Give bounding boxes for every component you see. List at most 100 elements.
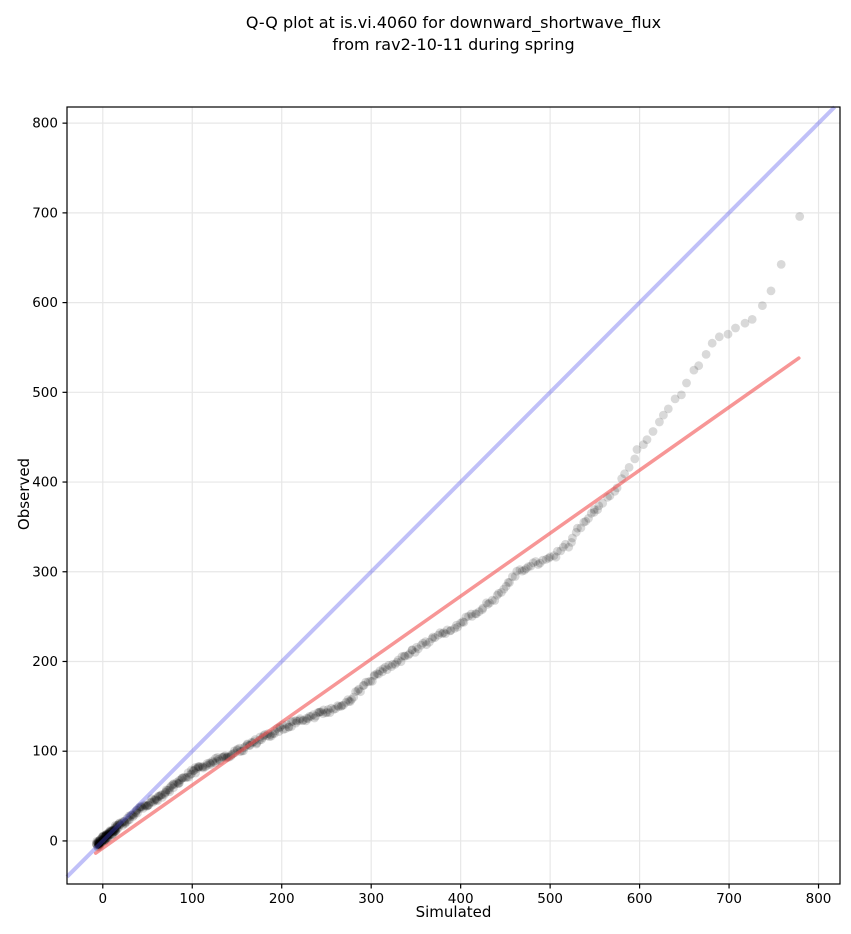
scatter-point: [594, 501, 604, 511]
scatter-point: [544, 553, 554, 563]
scatter-point: [353, 686, 363, 696]
scatter-point: [103, 834, 112, 843]
scatter-point: [112, 823, 121, 832]
scatter-point: [403, 650, 413, 660]
scatter-point: [413, 644, 423, 654]
y-axis-label: Observed: [15, 457, 33, 531]
scatter-point: [689, 365, 699, 375]
scatter-point: [184, 772, 194, 782]
scatter-point: [341, 698, 351, 707]
scatter-point: [101, 835, 111, 845]
scatter-point: [142, 801, 152, 811]
scatter-point: [112, 821, 122, 830]
scatter-point: [274, 727, 284, 736]
scatter-point: [154, 791, 163, 801]
scatter-point: [430, 633, 440, 642]
scatter-point: [520, 565, 529, 575]
scatter-point: [208, 758, 218, 767]
scatter-point: [94, 840, 104, 849]
scatter-point: [111, 826, 121, 836]
scatter-point: [105, 831, 114, 840]
y-tick-label: 100: [32, 744, 58, 760]
scatter-point: [94, 840, 104, 850]
scatter-point: [776, 260, 786, 269]
scatter-point: [758, 301, 767, 310]
scatter-point: [659, 410, 668, 420]
scatter-point: [182, 772, 192, 782]
scatter-point: [316, 707, 326, 717]
scatter-point: [147, 797, 156, 807]
scatter-point: [396, 657, 406, 667]
scatter-point: [99, 836, 109, 846]
scatter-point: [714, 332, 724, 342]
scatter-point: [584, 514, 593, 523]
scatter-point: [521, 564, 531, 573]
scatter-point: [598, 498, 608, 508]
scatter-point: [416, 640, 426, 650]
scatter-point: [174, 776, 184, 785]
scatter-point: [392, 657, 402, 667]
scatter-point: [119, 817, 129, 826]
scatter-point: [478, 603, 488, 613]
scatter-point: [133, 808, 142, 818]
scatter-point: [97, 832, 107, 842]
scatter-point: [123, 815, 133, 825]
scatter-point: [160, 790, 170, 799]
scatter-point: [128, 809, 138, 819]
scatter-point: [94, 836, 104, 846]
scatter-point: [331, 704, 340, 714]
scatter-point: [161, 787, 171, 797]
scatter-point: [439, 628, 448, 638]
scatter-point: [120, 818, 130, 828]
scatter-point: [375, 666, 385, 676]
scatter-point: [284, 722, 294, 732]
scatter-point: [427, 634, 437, 643]
scatter-point: [384, 660, 394, 670]
scatter-point: [378, 664, 388, 674]
scatter-point: [358, 681, 368, 690]
scatter-point: [181, 773, 191, 783]
scatter-point: [107, 830, 117, 840]
scatter-point: [103, 832, 113, 842]
scatter-point: [198, 763, 208, 773]
scatter-point: [314, 707, 324, 717]
scatter-point: [110, 823, 119, 832]
scatter-point: [117, 818, 127, 828]
x-tick-label: 800: [806, 891, 832, 907]
scatter-point: [108, 829, 118, 839]
scatter-point: [92, 836, 102, 846]
scatter-point: [172, 777, 182, 787]
scatter-point: [321, 708, 331, 718]
scatter-point: [124, 811, 134, 821]
scatter-point: [295, 714, 305, 724]
scatter-point: [354, 684, 364, 694]
scatter-point: [655, 417, 664, 427]
y-tick-label: 800: [32, 116, 58, 132]
scatter-point: [405, 649, 415, 658]
scatter-point: [95, 839, 105, 849]
scatter-point: [153, 796, 162, 805]
scatter-point: [144, 800, 154, 810]
scatter-point: [186, 770, 195, 779]
y-tick-label: 300: [32, 564, 58, 580]
scatter-point: [593, 505, 602, 515]
scatter-point: [104, 830, 113, 839]
scatter-point: [334, 702, 344, 712]
scatter-point: [95, 836, 105, 846]
scatter-point: [111, 826, 120, 835]
x-tick-label: 400: [448, 891, 474, 907]
x-tick-label: 100: [179, 891, 205, 907]
scatter-point: [356, 687, 365, 697]
scatter-point: [201, 762, 210, 772]
scatter-point: [217, 753, 227, 762]
scatter-point: [464, 611, 473, 621]
x-tick-label: 700: [716, 891, 742, 907]
scatter-point: [366, 676, 375, 686]
scatter-point: [286, 717, 296, 727]
scatter-point: [134, 803, 144, 813]
scatter-point: [568, 533, 577, 543]
scatter-point: [137, 802, 147, 812]
scatter-point: [191, 764, 201, 774]
y-tick-label: 400: [32, 475, 58, 491]
